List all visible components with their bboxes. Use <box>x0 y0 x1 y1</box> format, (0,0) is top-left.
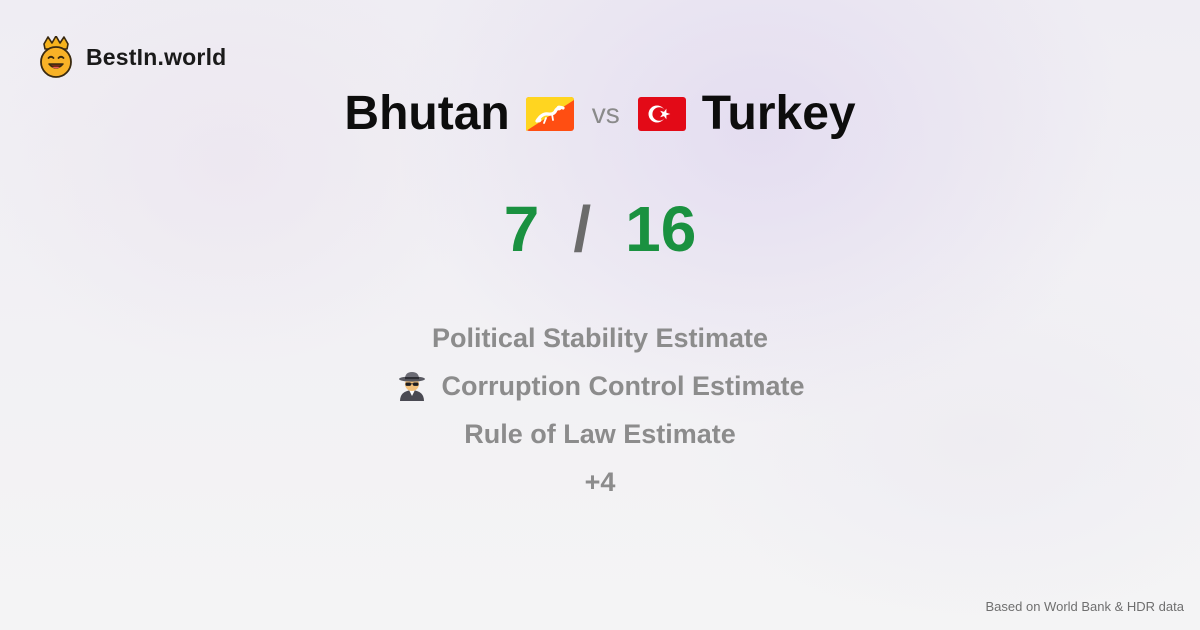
turkey-flag-icon <box>637 96 686 131</box>
brand-logo[interactable]: BestIn.world <box>38 36 226 78</box>
metrics-list: Political Stability Estimate Corruption … <box>0 314 1200 506</box>
comparison-title: Bhutan vs Turkey <box>0 86 1200 141</box>
metric-item[interactable]: Corruption Control Estimate <box>396 362 805 410</box>
left-score: 7 <box>503 193 540 265</box>
right-country-name[interactable]: Turkey <box>701 87 856 140</box>
metric-item[interactable]: Political Stability Estimate <box>432 314 768 362</box>
left-country-name[interactable]: Bhutan <box>344 87 510 140</box>
metric-label: Corruption Control Estimate <box>441 370 805 401</box>
right-score: 16 <box>625 193 697 265</box>
crowned-smiley-icon <box>38 36 74 78</box>
score-separator: / <box>573 193 592 265</box>
score-row: 7 / 16 <box>0 192 1200 266</box>
bhutan-flag-icon <box>525 96 574 131</box>
metric-label: Political Stability Estimate <box>431 322 769 353</box>
metric-item[interactable]: Rule of Law Estimate <box>464 410 736 458</box>
vs-label: vs <box>591 97 620 129</box>
more-metrics-count[interactable]: +4 <box>585 458 616 506</box>
metric-label: +4 <box>584 466 616 497</box>
brand-name: BestIn.world <box>86 43 227 70</box>
spy-icon <box>396 371 428 401</box>
data-source-note: Based on World Bank & HDR data <box>985 599 1184 614</box>
metric-label: Rule of Law Estimate <box>464 418 736 449</box>
